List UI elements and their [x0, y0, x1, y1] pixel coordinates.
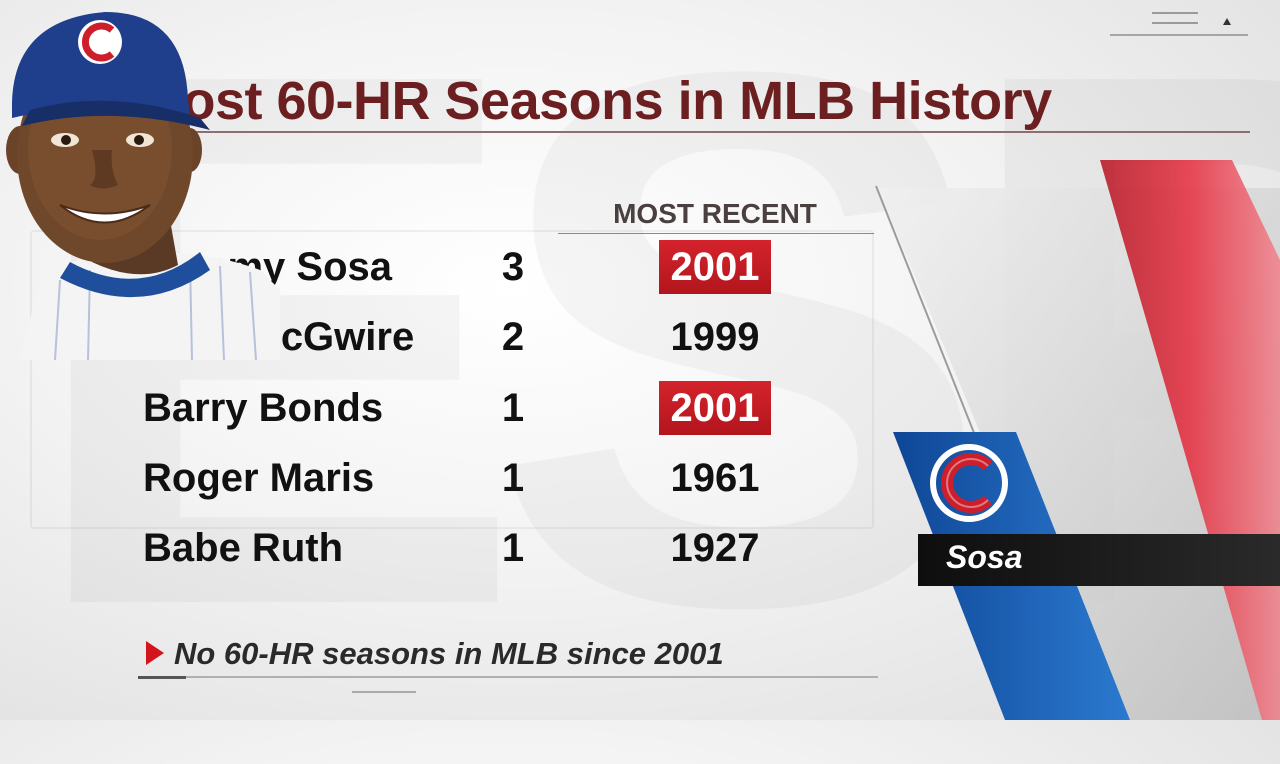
table-row: Sammy Sosa 3 2001	[0, 240, 880, 300]
most-recent-year-highlighted: 2001	[659, 381, 771, 435]
bottom-divider-accent	[138, 676, 186, 679]
season-count: 3	[501, 245, 525, 289]
table-row: Mark McGwire 2 1999	[0, 310, 880, 370]
most-recent-year: 1999	[670, 315, 760, 359]
player-name: Barry Bonds	[143, 386, 384, 430]
most-recent-year: 1927	[670, 526, 760, 570]
season-count: 1	[501, 526, 525, 570]
player-name: Sammy Sosa	[143, 245, 393, 289]
bottom-divider	[138, 676, 878, 678]
title-divider	[138, 131, 1250, 133]
player-name: Roger Maris	[143, 456, 375, 500]
player-name: Babe Ruth	[143, 526, 343, 570]
season-count: 2	[501, 315, 525, 359]
table-row: Babe Ruth 1 1927	[0, 521, 880, 581]
most-recent-year-highlighted: 2001	[659, 240, 771, 294]
play-arrow-icon	[146, 640, 164, 665]
featured-player-name: Sosa	[946, 539, 1023, 575]
player-name: Mark McGwire	[143, 315, 415, 359]
bottom-divider-short	[352, 691, 416, 693]
table-row: Barry Bonds 1 2001	[0, 381, 880, 441]
table-row: Roger Maris 1 1961	[0, 451, 880, 511]
background-frame	[30, 230, 874, 529]
triangle-up-icon	[1223, 18, 1231, 25]
footnote: No 60-HR seasons in MLB since 2001	[146, 636, 724, 672]
corner-menu-decoration	[1110, 8, 1250, 40]
most-recent-year: 1961	[670, 456, 760, 500]
season-count: 1	[501, 386, 525, 430]
most-recent-column-header: MOST RECENT	[613, 198, 817, 229]
footnote-text: No 60-HR seasons in MLB since 2001	[174, 636, 724, 671]
player-name-bar: Sosa	[918, 534, 1280, 586]
column-header-divider	[558, 233, 874, 234]
graphic-title: Most 60-HR Seasons in MLB History	[138, 71, 1052, 131]
season-count: 1	[501, 456, 525, 500]
